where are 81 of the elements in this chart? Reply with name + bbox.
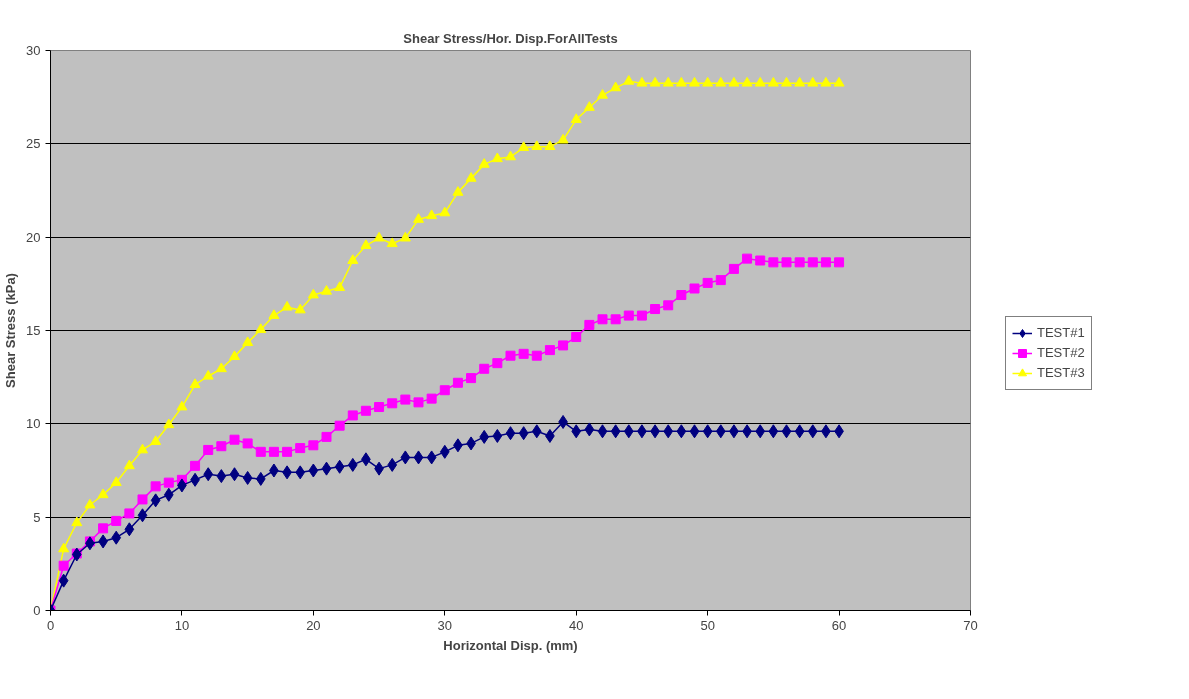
y-tick-label: 10 bbox=[26, 416, 41, 432]
x-tick-label: 20 bbox=[306, 617, 321, 633]
point bbox=[110, 476, 122, 487]
point bbox=[281, 300, 293, 311]
point bbox=[71, 516, 83, 527]
point bbox=[229, 350, 240, 361]
point bbox=[505, 150, 516, 161]
point bbox=[307, 288, 319, 299]
point bbox=[741, 76, 753, 87]
x-tick-label: 50 bbox=[700, 617, 715, 633]
x-tick-label: 0 bbox=[46, 617, 55, 633]
y-tick-label: 30 bbox=[26, 43, 41, 58]
point bbox=[386, 237, 398, 248]
point bbox=[373, 231, 385, 242]
x-tick-label: 10 bbox=[174, 617, 190, 633]
point bbox=[452, 186, 464, 196]
point bbox=[176, 400, 188, 411]
point bbox=[820, 76, 832, 87]
point bbox=[150, 435, 162, 445]
point bbox=[715, 76, 727, 87]
point bbox=[491, 152, 503, 163]
point bbox=[413, 213, 424, 223]
x-tick-label: 60 bbox=[831, 617, 847, 633]
point bbox=[58, 542, 70, 553]
point bbox=[623, 75, 635, 85]
point bbox=[399, 231, 411, 242]
point bbox=[689, 76, 700, 87]
point bbox=[347, 254, 359, 264]
point bbox=[570, 113, 582, 123]
point bbox=[649, 76, 661, 87]
point bbox=[439, 206, 451, 217]
point bbox=[360, 239, 372, 249]
point bbox=[767, 76, 779, 87]
chart-title: Shear Stress/Hor. Disp.ForAllTests bbox=[403, 30, 618, 46]
point bbox=[675, 76, 687, 87]
point bbox=[583, 101, 595, 111]
point bbox=[255, 323, 267, 333]
point bbox=[610, 81, 622, 92]
y-tick-label: 20 bbox=[26, 229, 41, 245]
x-axis-title: Horizontal Disp. (mm) bbox=[443, 637, 578, 653]
legend-label: TEST#1 bbox=[1037, 325, 1085, 340]
point bbox=[334, 281, 346, 291]
legend-label: TEST#3 bbox=[1037, 365, 1085, 380]
x-tick-label: 40 bbox=[568, 617, 584, 633]
point bbox=[189, 378, 201, 389]
point bbox=[123, 459, 135, 470]
y-axis-title: Shear Stress (kPa) bbox=[3, 273, 19, 388]
point bbox=[531, 140, 543, 151]
x-tick-label: 70 bbox=[963, 617, 978, 633]
legend-label: TEST#2 bbox=[1037, 345, 1085, 360]
point bbox=[636, 76, 648, 87]
point bbox=[426, 209, 438, 220]
point bbox=[702, 76, 714, 87]
point bbox=[557, 133, 569, 144]
point bbox=[97, 488, 109, 499]
y-tick-label: 5 bbox=[33, 509, 41, 525]
point bbox=[268, 309, 280, 319]
point bbox=[84, 498, 96, 509]
point bbox=[294, 303, 306, 314]
point bbox=[662, 76, 674, 87]
point bbox=[781, 76, 792, 87]
point bbox=[807, 76, 819, 87]
point bbox=[478, 158, 490, 168]
point bbox=[163, 418, 175, 429]
point bbox=[465, 172, 477, 182]
point bbox=[215, 362, 227, 373]
point bbox=[597, 89, 608, 99]
point bbox=[754, 76, 766, 87]
point bbox=[728, 76, 740, 87]
point bbox=[137, 443, 148, 454]
point bbox=[833, 76, 845, 87]
point bbox=[242, 336, 254, 347]
y-tick-label: 15 bbox=[26, 323, 41, 338]
point bbox=[544, 140, 556, 151]
point bbox=[202, 369, 214, 380]
point bbox=[518, 141, 530, 151]
y-tick-label: 25 bbox=[26, 136, 41, 152]
point bbox=[794, 76, 806, 87]
point bbox=[321, 285, 332, 295]
x-tick-label: 30 bbox=[437, 617, 453, 633]
y-tick-label: 0 bbox=[33, 603, 41, 618]
